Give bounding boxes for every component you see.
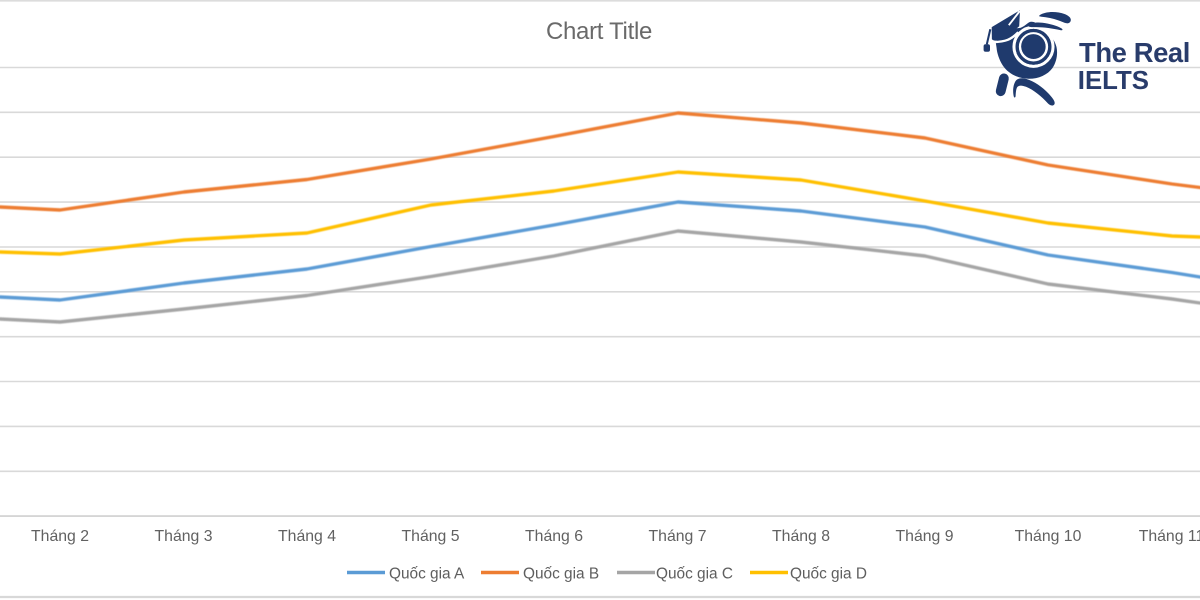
svg-text:IELTS: IELTS bbox=[1078, 67, 1149, 95]
svg-text:Quốc gia D: Quốc gia D bbox=[790, 566, 867, 583]
svg-text:Quốc gia C: Quốc gia C bbox=[656, 566, 733, 583]
svg-text:Tháng 11: Tháng 11 bbox=[1139, 528, 1200, 545]
svg-text:Tháng 2: Tháng 2 bbox=[31, 528, 89, 545]
svg-text:Tháng 4: Tháng 4 bbox=[278, 528, 336, 545]
svg-text:Chart Title: Chart Title bbox=[546, 18, 652, 45]
svg-text:Tháng 7: Tháng 7 bbox=[649, 528, 707, 545]
svg-text:Tháng 6: Tháng 6 bbox=[525, 528, 583, 545]
svg-text:Quốc gia B: Quốc gia B bbox=[523, 566, 599, 583]
svg-text:The Real: The Real bbox=[1079, 37, 1190, 68]
svg-text:Tháng 10: Tháng 10 bbox=[1015, 528, 1082, 545]
svg-text:Tháng 8: Tháng 8 bbox=[772, 528, 830, 545]
svg-text:Tháng 3: Tháng 3 bbox=[155, 528, 213, 545]
svg-text:Tháng 9: Tháng 9 bbox=[896, 528, 954, 545]
svg-text:Quốc gia A: Quốc gia A bbox=[389, 566, 465, 583]
svg-text:Tháng 5: Tháng 5 bbox=[402, 528, 460, 545]
